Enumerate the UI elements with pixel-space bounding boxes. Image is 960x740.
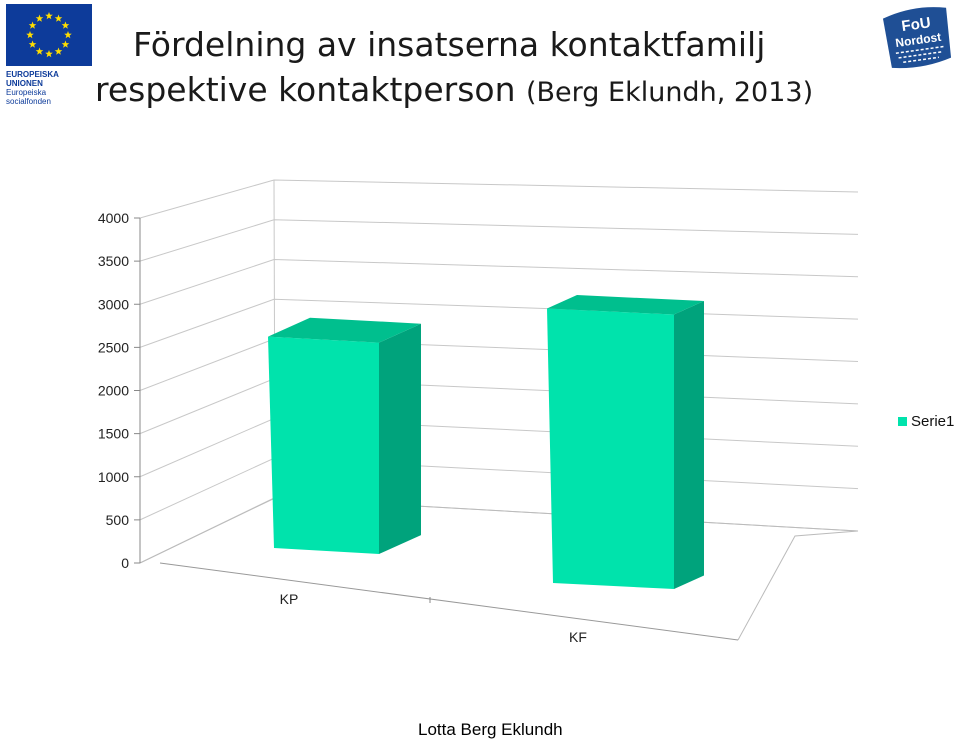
eu-star-icon xyxy=(64,31,72,39)
legend-label-serie1: Serie1 xyxy=(911,413,955,430)
eu-flag-icon xyxy=(6,4,92,66)
title-line-2: respektive kontaktperson (Berg Eklundh, … xyxy=(95,67,895,115)
y-tick-label: 3000 xyxy=(98,296,129,312)
fou-logo-line1: FoU xyxy=(900,14,931,35)
eu-star-icon xyxy=(61,40,70,48)
bar-side-face xyxy=(379,323,421,554)
eu-star-icon xyxy=(54,14,63,22)
eu-star-icon xyxy=(61,21,70,29)
footer-author: Lotta Berg Eklundh xyxy=(418,720,563,739)
eu-text-line2: Europeiska socialfonden xyxy=(6,88,51,106)
x-axis-line xyxy=(159,562,739,641)
eu-logo: EUROPEISKA UNIONEN Europeiska socialfond… xyxy=(6,4,92,106)
title-citation: (Berg Eklundh, 2013) xyxy=(526,77,814,108)
eu-star-icon xyxy=(35,47,44,55)
bar-side-face xyxy=(674,301,704,589)
gridline xyxy=(139,179,859,219)
gridline xyxy=(139,298,859,348)
gridline xyxy=(139,497,859,564)
x-tick-label-kf: KF xyxy=(569,629,587,645)
fou-nordost-logo: FoU Nordost xyxy=(882,7,952,69)
y-tick-label: 1000 xyxy=(98,469,129,485)
bar-top-face xyxy=(268,317,421,343)
bar-front-face xyxy=(547,308,674,589)
gridline xyxy=(139,338,859,391)
chart-title: Fördelning av insatserna kontaktfamilj r… xyxy=(95,22,895,115)
eu-star-icon xyxy=(28,40,37,48)
chart-grid xyxy=(139,179,859,641)
gridline xyxy=(139,219,859,262)
chart-legend: Serie1 xyxy=(898,413,954,430)
x-axis: KP KF xyxy=(280,591,587,645)
y-tick-label: 4000 xyxy=(98,210,129,226)
y-tick-label: 500 xyxy=(106,512,130,528)
chart-floor xyxy=(139,497,859,641)
gridline xyxy=(139,378,859,435)
gridline xyxy=(139,258,859,305)
eu-text: EUROPEISKA UNIONEN Europeiska socialfond… xyxy=(6,70,92,106)
bar-front-face xyxy=(268,336,379,554)
eu-star-icon xyxy=(45,50,53,58)
bar-kf xyxy=(547,295,704,589)
fou-logo-line2: Nordost xyxy=(895,30,943,50)
eu-star-icon xyxy=(26,31,34,39)
eu-star-icon xyxy=(28,21,37,29)
bar-top-face xyxy=(547,295,704,315)
y-axis: 0 500 1000 1500 2000 2500 3000 3500 4000 xyxy=(98,210,739,641)
title-line-2-main: respektive kontaktperson xyxy=(95,70,516,109)
gridline xyxy=(139,417,859,478)
bar-series xyxy=(268,295,704,589)
eu-star-icon xyxy=(35,14,44,22)
legend-swatch xyxy=(898,417,907,426)
y-tick-label: 3500 xyxy=(98,253,129,269)
y-tick-label: 2000 xyxy=(98,383,129,399)
y-tick-label: 2500 xyxy=(98,339,129,355)
eu-text-line1: EUROPEISKA UNIONEN xyxy=(6,70,59,88)
bar-kp xyxy=(268,317,421,554)
eu-star-icon xyxy=(54,47,63,55)
y-tick-label: 0 xyxy=(121,555,129,571)
x-tick-label-kp: KP xyxy=(280,591,299,607)
y-tick-label: 1500 xyxy=(98,426,129,442)
title-line-1: Fördelning av insatserna kontaktfamilj xyxy=(133,25,766,64)
eu-star-icon xyxy=(45,12,53,20)
